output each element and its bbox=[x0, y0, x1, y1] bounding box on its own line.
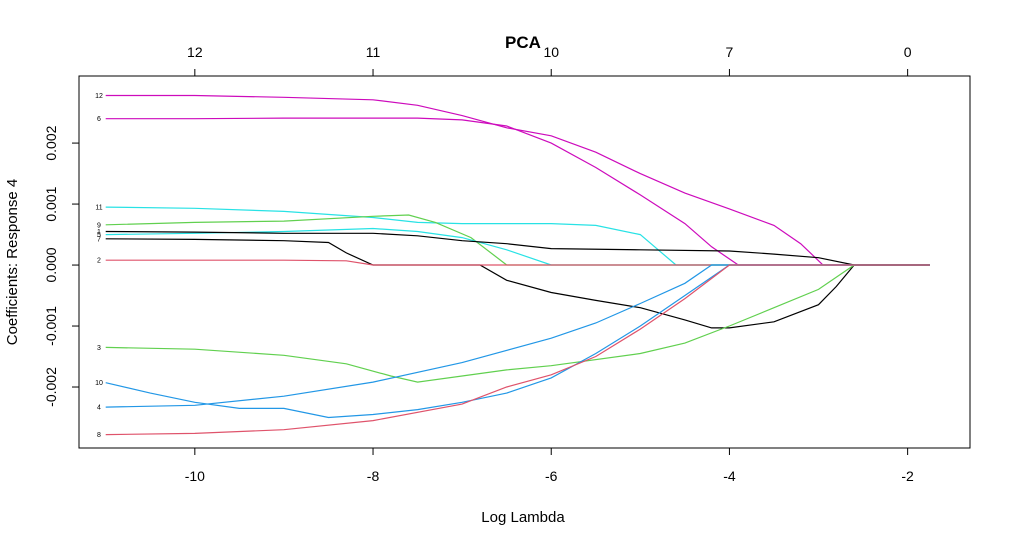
series-line-7 bbox=[105, 238, 930, 329]
y-axis: -0.002 -0.001 0.000 0.001 0.002 bbox=[43, 125, 80, 407]
y-tick-label: -0.002 bbox=[43, 367, 59, 407]
top-tick-label: 11 bbox=[366, 44, 381, 60]
x-tick-label: -2 bbox=[901, 468, 914, 484]
y-tick-label: 0.000 bbox=[43, 247, 59, 282]
curve-label: 2 bbox=[97, 258, 101, 265]
series-line-9 bbox=[105, 214, 930, 266]
curve-label: 1 bbox=[97, 229, 101, 236]
curve-label: 11 bbox=[95, 205, 102, 212]
series-line-10 bbox=[105, 264, 930, 419]
x-axis: -10 -8 -6 -4 -2 bbox=[185, 447, 914, 484]
series-group bbox=[105, 94, 930, 436]
x-tick-label: -8 bbox=[367, 468, 380, 484]
top-tick-label: 7 bbox=[726, 44, 734, 60]
top-tick-label: 10 bbox=[543, 44, 559, 60]
y-tick-label: -0.001 bbox=[43, 306, 59, 346]
y-tick-label: 0.002 bbox=[43, 125, 59, 160]
top-axis: 12 11 10 7 0 bbox=[187, 44, 912, 77]
curve-label: 5 bbox=[97, 232, 101, 239]
y-tick-label: 0.001 bbox=[43, 186, 59, 221]
top-tick-label: 12 bbox=[187, 44, 203, 60]
curve-label: 7 bbox=[97, 236, 101, 243]
plot-frame bbox=[78, 75, 971, 449]
series-line-12 bbox=[105, 94, 930, 266]
x-tick-label: -4 bbox=[723, 468, 736, 484]
y-axis-title: Coefficients: Response 4 bbox=[4, 179, 21, 346]
series-line-11 bbox=[105, 206, 930, 266]
curve-label: 9 bbox=[97, 222, 101, 229]
curve-label: 12 bbox=[95, 93, 103, 100]
x-tick-label: -10 bbox=[185, 468, 205, 484]
curve-label: 4 bbox=[97, 405, 101, 412]
series-line-8 bbox=[105, 264, 930, 436]
series-line-1 bbox=[105, 230, 930, 266]
curve-label: 6 bbox=[97, 116, 101, 123]
series-line-2 bbox=[105, 259, 930, 266]
curve-label: 3 bbox=[97, 345, 101, 352]
curve-label-group: 12 6 11 9 517 2 3 10 4 8 bbox=[95, 93, 103, 439]
series-line-3 bbox=[105, 264, 930, 383]
curve-label: 8 bbox=[97, 432, 101, 439]
series-line-4 bbox=[105, 264, 930, 408]
x-axis-title: Log Lambda bbox=[481, 509, 565, 526]
curve-label: 10 bbox=[95, 380, 103, 387]
series-line-5 bbox=[105, 227, 930, 266]
chart-title: PCA bbox=[505, 33, 541, 52]
x-tick-label: -6 bbox=[545, 468, 558, 484]
series-line-6 bbox=[105, 117, 930, 266]
top-tick-label: 0 bbox=[904, 44, 912, 60]
